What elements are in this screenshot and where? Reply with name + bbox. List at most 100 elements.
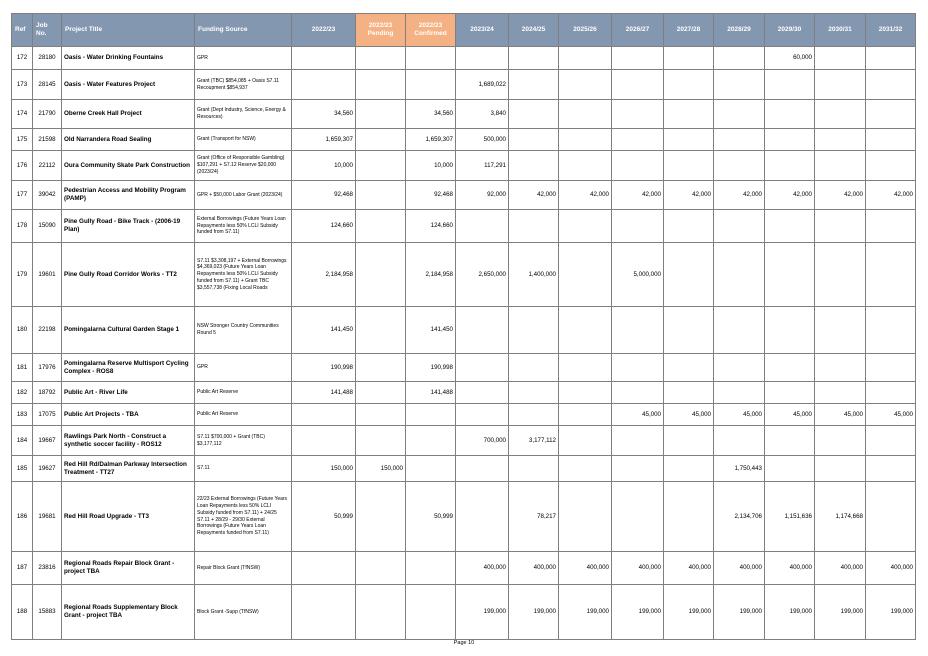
- row-value-cell: 2,184,958: [291, 242, 356, 307]
- row-value-cell: [865, 425, 916, 456]
- table-row: 177 39042 Pedestrian Access and Mobility P…: [11, 180, 916, 210]
- row-value-cell: [764, 69, 815, 100]
- row-value-cell: [865, 209, 916, 243]
- row-value-cell: [558, 306, 612, 354]
- row-value-cell: [455, 306, 509, 354]
- row-ref: 175: [11, 128, 33, 151]
- row-value-cell: 1,400,000: [508, 242, 559, 307]
- table-row: 175 21598 Old Narrandera Road Sealing Grant…: [11, 128, 916, 151]
- row-job-no: 19667: [32, 425, 62, 456]
- row-project-title: Public Art Projects - TBA: [61, 403, 195, 426]
- row-ref: 179: [11, 242, 33, 307]
- row-job-no: 17976: [32, 353, 62, 382]
- row-value-cell: 1,689,022: [455, 69, 509, 100]
- row-value-cell: [865, 99, 916, 129]
- row-value-cell: [814, 69, 866, 100]
- row-value-cell: [814, 425, 866, 456]
- row-value-cell: [455, 481, 509, 552]
- row-value-cell: 141,488: [405, 381, 456, 404]
- row-funding-source: 22/23 External Borrowings (Future Years …: [194, 481, 292, 552]
- table-row: 178 15090 Pine Gully Road - Bike Track - (…: [11, 209, 916, 243]
- row-value-cell: 150,000: [355, 455, 406, 482]
- row-ref: 184: [11, 425, 33, 456]
- row-value-cell: [558, 425, 612, 456]
- row-value-cell: [814, 242, 866, 307]
- row-value-cell: [865, 128, 916, 151]
- table-row: 188 15883 Regional Roads Supplementary Blo…: [11, 584, 916, 640]
- row-value-cell: 50,999: [291, 481, 356, 552]
- row-ref: 188: [11, 584, 33, 640]
- row-value-cell: [814, 46, 866, 70]
- row-value-cell: 50,999: [405, 481, 456, 552]
- table-row: 181 17976 Pomingalarna Reserve Multisport …: [11, 353, 916, 382]
- row-value-cell: [455, 209, 509, 243]
- row-value-cell: [558, 381, 612, 404]
- row-value-cell: 400,000: [508, 551, 559, 585]
- row-value-cell: [764, 455, 815, 482]
- header-year: 2028/29: [713, 13, 765, 47]
- row-ref: 180: [11, 306, 33, 354]
- row-value-cell: 3,840: [455, 99, 509, 129]
- row-value-cell: 1,659,307: [291, 128, 356, 151]
- row-value-cell: [764, 150, 815, 181]
- row-value-cell: [663, 209, 714, 243]
- row-value-cell: [355, 403, 406, 426]
- row-value-cell: [611, 46, 664, 70]
- row-value-cell: 42,000: [611, 180, 664, 210]
- row-value-cell: [355, 180, 406, 210]
- row-value-cell: 400,000: [558, 551, 612, 585]
- row-funding-source: S7.11 $700,000 + Grant (TBC) $3,177,112: [194, 425, 292, 456]
- row-value-cell: [764, 353, 815, 382]
- row-value-cell: [355, 46, 406, 70]
- row-value-cell: [663, 46, 714, 70]
- row-value-cell: 199,000: [455, 584, 509, 640]
- table-row: 172 28180 Oasis - Water Drinking Fountains…: [11, 46, 916, 70]
- row-funding-source: Grant (Transport for NSW): [194, 128, 292, 151]
- row-value-cell: 45,000: [764, 403, 815, 426]
- row-value-cell: 199,000: [611, 584, 664, 640]
- table-row: 183 17075 Public Art Projects - TBA Public …: [11, 403, 916, 426]
- row-value-cell: [508, 99, 559, 129]
- row-value-cell: [455, 381, 509, 404]
- row-value-cell: [405, 69, 456, 100]
- row-value-cell: [355, 209, 406, 243]
- row-value-cell: 5,000,000: [611, 242, 664, 307]
- row-value-cell: [558, 128, 612, 151]
- row-value-cell: [558, 403, 612, 426]
- row-value-cell: 2,134,706: [713, 481, 765, 552]
- row-funding-source: Block Grant -Supp (TfNSW): [194, 584, 292, 640]
- row-job-no: 39042: [32, 180, 62, 210]
- row-value-cell: [713, 150, 765, 181]
- row-value-cell: [611, 353, 664, 382]
- header-funding-source: Funding Source: [194, 13, 292, 47]
- row-value-cell: 141,450: [405, 306, 456, 354]
- row-value-cell: [865, 306, 916, 354]
- row-value-cell: [663, 306, 714, 354]
- row-value-cell: [865, 455, 916, 482]
- row-job-no: 15883: [32, 584, 62, 640]
- row-job-no: 22112: [32, 150, 62, 181]
- row-project-title: Regional Roads Supplementary Block Grant…: [61, 584, 195, 640]
- row-value-cell: [611, 381, 664, 404]
- row-funding-source: Grant (TBC) $854,085 + Oasis S7.11 Recou…: [194, 69, 292, 100]
- row-value-cell: 117,291: [455, 150, 509, 181]
- row-job-no: 23816: [32, 551, 62, 585]
- row-job-no: 19681: [32, 481, 62, 552]
- row-value-cell: [663, 69, 714, 100]
- table-row: 176 22112 Oura Community Skate Park Constr…: [11, 150, 916, 181]
- row-job-no: 28145: [32, 69, 62, 100]
- header-year: 2027/28: [663, 13, 714, 47]
- row-project-title: Rawlings Park North - Construct a synthe…: [61, 425, 195, 456]
- row-value-cell: [405, 551, 456, 585]
- row-value-cell: 45,000: [611, 403, 664, 426]
- row-value-cell: [713, 209, 765, 243]
- row-value-cell: [865, 242, 916, 307]
- row-value-cell: [764, 381, 815, 404]
- row-value-cell: [764, 209, 815, 243]
- row-value-cell: [713, 242, 765, 307]
- row-value-cell: [508, 381, 559, 404]
- row-value-cell: 400,000: [713, 551, 765, 585]
- row-value-cell: [713, 381, 765, 404]
- row-value-cell: [355, 150, 406, 181]
- row-value-cell: 141,450: [291, 306, 356, 354]
